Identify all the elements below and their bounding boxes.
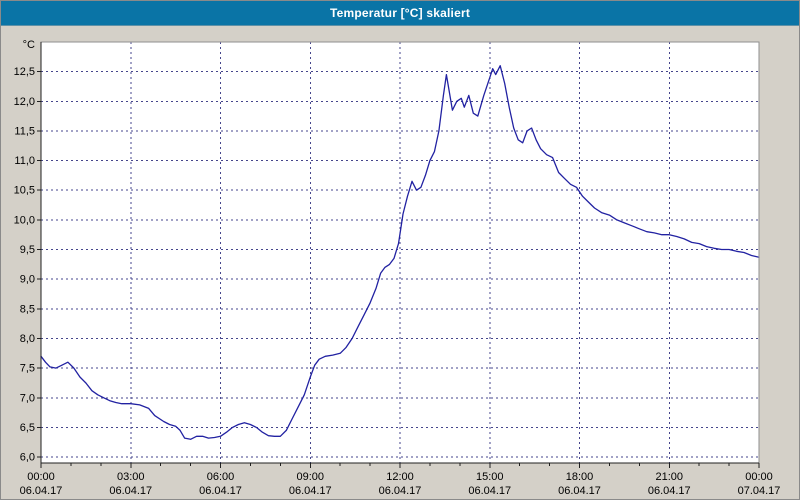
y-tick-label: 9,5 <box>20 244 35 256</box>
temperature-chart: 6,0 6,5 7,0 7,5 8,0 8,5 9,0 9,5 10,0 10,5 11,0 11,5… <box>14 39 781 497</box>
x-tick-date-label: 06.04.17 <box>379 485 422 497</box>
x-tick-time-label: 15:00 <box>476 471 504 483</box>
x-tick-date-label: 07.04.17 <box>738 485 781 497</box>
x-tick-date-label: 06.04.17 <box>648 485 691 497</box>
y-tick-label: 12,5 <box>14 66 35 78</box>
x-tick-time-label: 06:00 <box>207 471 235 483</box>
y-tick-label: 6,0 <box>20 452 35 464</box>
y-tick-label: 10,5 <box>14 185 35 197</box>
x-tick-time-label: 09:00 <box>296 471 324 483</box>
x-tick-date-label: 06.04.17 <box>289 485 332 497</box>
window-title: Temperatur [°C] skaliert <box>329 6 471 20</box>
x-tick-date-label: 06.04.17 <box>468 485 511 497</box>
y-tick-label: 8,5 <box>20 303 35 315</box>
x-tick-date-label: 06.04.17 <box>558 485 601 497</box>
x-tick-time-label: 00:00 <box>745 471 773 483</box>
x-tick-date-label: 06.04.17 <box>109 485 152 497</box>
y-tick-label: 8,0 <box>20 333 35 345</box>
y-tick-label: 7,5 <box>20 363 35 375</box>
y-tick-label: 6,5 <box>20 422 35 434</box>
y-axis-unit-label: °C <box>23 39 35 51</box>
y-tick-label: 10,0 <box>14 214 35 226</box>
x-tick-date-label: 06.04.17 <box>199 485 242 497</box>
x-tick-time-label: 00:00 <box>27 471 55 483</box>
temperature-line <box>40 65 760 440</box>
y-tick-label: 12,0 <box>14 96 35 108</box>
window-title-bar: Temperatur [°C] skaliert <box>1 1 799 26</box>
x-tick-time-label: 18:00 <box>566 471 594 483</box>
y-tick-label: 11,5 <box>14 125 35 137</box>
x-tick-time-label: 12:00 <box>386 471 414 483</box>
y-tick-label: 11,0 <box>14 155 35 167</box>
x-tick-time-label: 03:00 <box>117 471 145 483</box>
x-tick-date-label: 06.04.17 <box>20 485 63 497</box>
y-tick-label: 9,0 <box>20 274 35 286</box>
y-tick-label: 7,0 <box>20 392 35 404</box>
x-tick-time-label: 21:00 <box>655 471 683 483</box>
